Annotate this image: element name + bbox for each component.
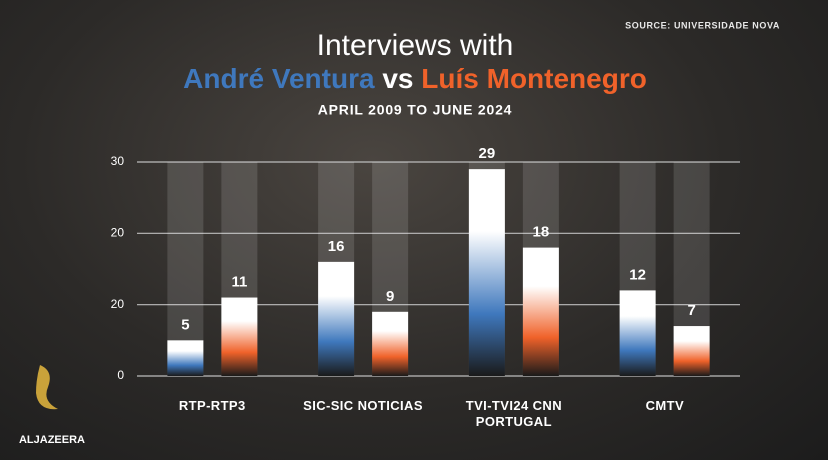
bar <box>221 297 258 376</box>
chart-subtitle: APRIL 2009 TO JUNE 2024 <box>318 102 513 118</box>
data-label: 29 <box>479 145 496 162</box>
y-tick-label: 20 <box>111 226 125 240</box>
source: SOURCE: UNIVERSIDADE NOVA <box>625 20 780 30</box>
logo-text: ALJAZEERA <box>19 434 85 446</box>
title-joiner: vs <box>382 63 413 94</box>
logo-mark <box>36 365 58 410</box>
logo: ALJAZEERA <box>19 365 85 446</box>
y-tick-label: 0 <box>117 368 124 382</box>
data-label: 12 <box>629 266 646 283</box>
data-label: 7 <box>687 302 695 319</box>
chart-title-names: André Ventura vs Luís Montenegro <box>183 63 647 94</box>
bar <box>372 311 409 376</box>
y-tick-label: 30 <box>111 154 125 168</box>
bar <box>167 340 204 376</box>
bar <box>468 169 505 376</box>
x-tick-label: RTP-RTP3 <box>178 398 246 413</box>
series-name: Luís Montenegro <box>421 63 647 94</box>
chart-title: Interviews with <box>317 29 514 62</box>
series-name: André Ventura <box>183 63 375 94</box>
data-label: 5 <box>181 316 189 333</box>
x-tick-label: CMTV <box>645 398 685 413</box>
data-label: 11 <box>231 274 247 291</box>
y-tick-label: 20 <box>111 297 125 311</box>
data-label: 18 <box>533 224 550 241</box>
x-tick-label: TVI-TVI24 CNN PORTUGAL <box>465 398 562 429</box>
x-tick-label: SIC-SIC NOTICIAS <box>303 398 423 413</box>
bar <box>673 326 710 376</box>
bar <box>318 261 355 376</box>
bar <box>522 247 559 376</box>
bar <box>619 290 656 376</box>
data-label: 16 <box>328 238 345 255</box>
data-label: 9 <box>386 288 394 305</box>
